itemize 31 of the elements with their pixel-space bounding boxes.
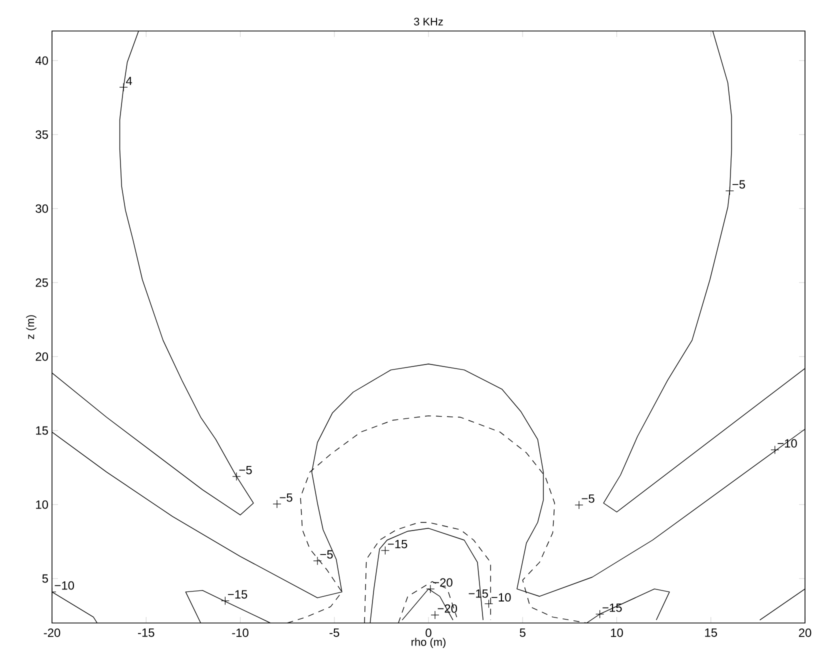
y-tick-label: 35 xyxy=(36,130,48,139)
x-tick-label: 10 xyxy=(611,628,623,637)
annotation: −15 xyxy=(388,540,408,548)
annotation: −15 xyxy=(228,590,248,599)
annotation: −5 xyxy=(582,494,594,503)
x-tick-label: 5 xyxy=(520,628,526,637)
annotation: −5 xyxy=(320,550,333,559)
chart-title: 3 KHz xyxy=(414,18,443,26)
x-axis-title: rho (m) xyxy=(412,638,446,648)
x-tick-label: -5 xyxy=(330,628,340,637)
x-tick-label: -10 xyxy=(232,628,248,637)
y-tick-label: 5 xyxy=(42,574,48,583)
annotation: −20 xyxy=(433,578,452,587)
y-tick-label: 25 xyxy=(36,278,48,287)
annotation: −10 xyxy=(492,593,511,602)
y-tick-label: 20 xyxy=(36,352,48,361)
annotation: −5 xyxy=(280,493,292,502)
annotation: −5 xyxy=(239,466,252,474)
y-axis-title: z (m) xyxy=(26,315,36,340)
x-tick-label: -20 xyxy=(44,628,60,637)
x-tick-label: 20 xyxy=(798,628,812,637)
x-tick-label: -15 xyxy=(138,628,154,637)
annotation: 4 xyxy=(126,76,132,86)
y-tick-label: 15 xyxy=(36,426,48,435)
y-tick-label: 10 xyxy=(36,500,48,509)
x-tick-label: 0 xyxy=(426,628,432,637)
x-tick-label: 15 xyxy=(705,628,718,637)
y-tick-label: 30 xyxy=(36,204,48,213)
annotation: −5 xyxy=(732,180,746,189)
y-tick-label: 40 xyxy=(35,56,48,65)
annotation: −10 xyxy=(54,581,74,590)
